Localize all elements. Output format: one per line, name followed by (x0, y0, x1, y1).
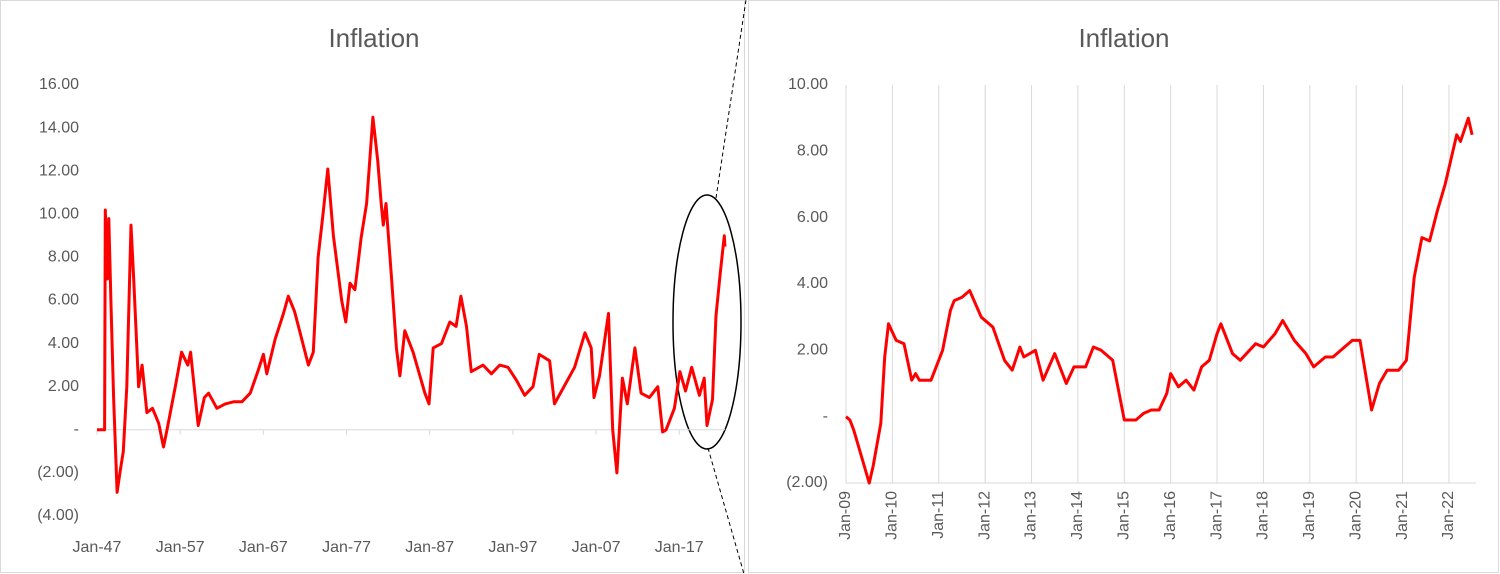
x-tick-label: Jan-87 (405, 539, 454, 556)
x-tick-label: Jan-13 (1023, 491, 1040, 540)
chart-title: Inflation (328, 23, 419, 53)
y-tick-label: - (823, 408, 828, 425)
x-tick-label: Jan-20 (1347, 491, 1364, 540)
y-tick-label: (4.00) (37, 507, 79, 524)
y-tick-label: 16.00 (39, 76, 79, 93)
y-tick-label: 2.00 (48, 378, 79, 395)
x-tick-label: Jan-14 (1069, 491, 1086, 540)
x-tick-label: Jan-19 (1301, 491, 1318, 540)
zoom-line (715, 0, 747, 199)
chart-title: Inflation (1078, 23, 1169, 53)
x-tick-label: Jan-17 (655, 539, 704, 556)
y-tick-label: 4.00 (48, 335, 79, 352)
y-tick-label: 6.00 (797, 209, 828, 226)
right-panel (748, 0, 1499, 573)
x-tick-label: Jan-11 (930, 491, 947, 539)
zoom-line (707, 447, 745, 574)
x-tick-label: Jan-10 (884, 491, 901, 540)
x-tick-label: Jan-15 (1116, 491, 1133, 540)
y-tick-label: 8.00 (48, 249, 79, 266)
y-tick-label: (2.00) (786, 474, 828, 491)
x-tick-label: Jan-16 (1162, 491, 1179, 540)
line-series (845, 116, 1474, 485)
x-tick-label: Jan-09 (837, 491, 854, 540)
x-tick-label: Jan-77 (322, 539, 371, 556)
left-panel (0, 0, 745, 573)
y-tick-label: 2.00 (797, 342, 828, 359)
highlight-ellipse (672, 194, 742, 450)
y-tick-label: 14.00 (39, 119, 79, 136)
x-tick-label: Jan-21 (1394, 491, 1411, 540)
x-tick-label: Jan-18 (1255, 491, 1272, 540)
x-tick-label: Jan-67 (239, 539, 288, 556)
x-tick-label: Jan-97 (488, 539, 537, 556)
y-tick-label: 8.00 (797, 143, 828, 160)
x-tick-label: Jan-17 (1208, 491, 1225, 540)
x-tick-label: Jan-12 (976, 491, 993, 540)
x-tick-label: Jan-47 (73, 539, 122, 556)
y-tick-label: 4.00 (797, 275, 828, 292)
y-tick-label: - (74, 421, 79, 438)
y-tick-label: 10.00 (39, 206, 79, 223)
x-tick-label: Jan-22 (1440, 491, 1457, 540)
x-tick-label: Jan-07 (572, 539, 621, 556)
y-tick-label: 12.00 (39, 162, 79, 179)
y-tick-label: (2.00) (37, 464, 79, 481)
line-series (97, 115, 727, 494)
y-tick-label: 10.00 (788, 76, 828, 93)
y-tick-label: 6.00 (48, 292, 79, 309)
x-tick-label: Jan-57 (156, 539, 205, 556)
